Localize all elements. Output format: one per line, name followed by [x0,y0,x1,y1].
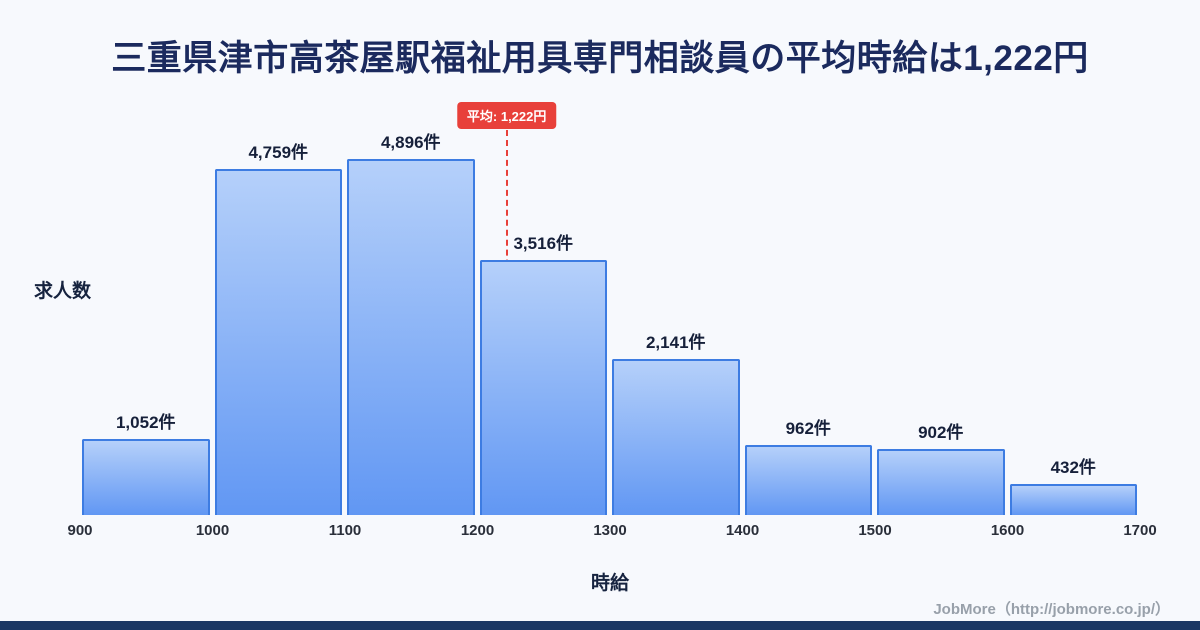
credit-text: JobMore（http://jobmore.co.jp/） [933,601,1170,618]
x-tick-label: 900 [67,522,93,539]
bar-value-label: 2,141件 [645,333,706,353]
x-tick-label: 1500 [858,522,892,539]
y-axis-label: 求人数 [34,281,92,302]
histogram-bar: 2,141件 [612,333,740,515]
bottom-accent-bar [0,621,1200,630]
histogram-bar: 3,516件 [479,234,607,515]
bar-value-label: 4,896件 [380,133,441,153]
bar-value-label: 3,516件 [513,233,574,253]
page-title: 三重県津市高茶屋駅福祉用具専門相談員の平均時給は1,222円 [111,39,1089,78]
histogram-bar: 432件 [1009,458,1137,515]
histogram-bar: 962件 [744,419,872,515]
histogram-bar: 902件 [877,423,1005,515]
x-axis-label: 時給 [590,573,629,594]
bar-value-label: 1,052件 [115,412,176,432]
histogram-bar: 4,759件 [214,143,342,515]
x-tick-label: 1600 [990,522,1025,539]
x-tick-label: 1300 [593,522,627,539]
x-tick-label: 1700 [1123,522,1157,539]
x-tick-label: 1400 [725,522,760,539]
bar-value-label: 962件 [785,419,831,439]
x-tick-label: 1100 [328,522,362,539]
bar-value-label: 902件 [918,423,964,443]
mean-badge: 平均: 1,222円 [456,102,557,129]
x-tick-label: 1000 [195,522,230,539]
histogram-plot-area: 平均: 1,222円 1,052件 4,759件 4,896件 3,516件 2,141… [80,102,1140,515]
x-axis-ticks: 900 1000 1100 1200 1300 1400 1500 1600 1700 [67,522,1156,544]
x-tick-label: 1200 [460,522,495,539]
bar-value-label: 4,759件 [248,143,309,163]
bar-value-label: 432件 [1050,457,1096,477]
histogram-bar: 4,896件 [347,133,475,515]
histogram-bar: 1,052件 [82,413,210,515]
